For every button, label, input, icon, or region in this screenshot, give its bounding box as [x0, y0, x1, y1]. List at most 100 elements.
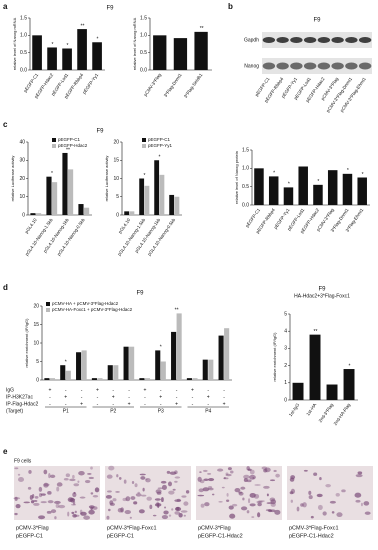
targets-label: (Target) — [6, 408, 24, 414]
cell — [156, 491, 162, 495]
condition-mark: - — [176, 394, 178, 400]
y-tick-label: 1.5 — [140, 15, 147, 21]
cell — [249, 503, 256, 507]
blot-band — [290, 62, 303, 70]
bar — [49, 378, 56, 380]
condition-mark: + — [207, 394, 210, 400]
condition-mark: + — [143, 387, 146, 393]
y-tick-label: 4 — [284, 329, 287, 335]
cell — [167, 481, 172, 487]
cell — [207, 478, 215, 482]
legend-swatch — [46, 308, 50, 312]
cell — [302, 502, 307, 508]
condition-mark: - — [192, 401, 194, 407]
legend-label: pCMV-HA-Foxc1 + pCMV-3*Flag-Hdac2 — [52, 307, 133, 312]
cell — [355, 474, 363, 478]
cell — [357, 471, 363, 475]
cell — [207, 472, 212, 475]
bar — [91, 378, 97, 380]
photo-caption: pCMV-3*Flag — [198, 525, 231, 531]
cell — [46, 510, 52, 514]
y-tick-label: 0 — [284, 397, 287, 403]
blot-band — [358, 37, 372, 43]
legend-swatch — [52, 138, 56, 142]
legend-swatch — [142, 144, 146, 148]
y-axis-label: relative level of Nanog mRNA — [132, 17, 137, 70]
cell — [223, 477, 229, 480]
significance: * — [349, 363, 351, 369]
bar — [78, 204, 84, 215]
condition-mark: - — [223, 387, 225, 393]
bar — [224, 328, 230, 380]
blot-band — [345, 62, 358, 70]
cell — [172, 488, 176, 491]
condition-mark: + — [64, 394, 67, 400]
blot-band — [303, 37, 317, 43]
y-axis-label: relative level of Nanog mRNA — [12, 17, 17, 70]
cell — [43, 482, 49, 488]
blot-strip — [262, 58, 372, 74]
y-tick-label: 0.5 — [242, 184, 249, 190]
bar — [124, 211, 130, 215]
cell — [363, 501, 370, 506]
target-label: P4 — [205, 408, 211, 414]
bar — [65, 370, 71, 380]
cell — [30, 500, 35, 504]
cell — [258, 500, 265, 502]
cell — [123, 479, 127, 484]
cell — [317, 504, 323, 510]
cell — [140, 476, 146, 480]
cell — [142, 487, 145, 492]
y-tick-label: 1.5 — [20, 15, 27, 21]
panel-label: b — [228, 2, 233, 11]
condition-mark: + — [128, 401, 131, 407]
chart-title: F9 — [96, 129, 104, 135]
condition-mark: - — [81, 394, 83, 400]
bar — [60, 365, 66, 380]
significance: * — [51, 171, 53, 177]
legend-label: pCMV-HA + pCMV-3*Flag-Hdac2 — [52, 301, 119, 306]
cell — [207, 485, 213, 489]
bar — [254, 168, 264, 205]
cell — [88, 509, 95, 515]
cell — [183, 501, 189, 506]
target-label: P3 — [158, 408, 164, 414]
cell — [249, 474, 256, 480]
significance: * — [273, 171, 275, 177]
cell — [108, 465, 115, 471]
cell — [122, 497, 128, 502]
blot-band — [262, 37, 276, 43]
cell — [109, 502, 115, 506]
cell — [310, 515, 314, 519]
cell — [80, 511, 87, 516]
cell — [204, 502, 210, 507]
bar — [139, 378, 145, 380]
condition-mark: - — [81, 387, 83, 393]
blot-band — [345, 37, 358, 43]
cell — [303, 469, 308, 472]
condition-mark: - — [97, 394, 99, 400]
cell — [174, 499, 182, 502]
y-tick-label: 1.0 — [20, 33, 27, 39]
bar — [77, 29, 87, 70]
cell — [254, 484, 261, 486]
y-tick-label: 1.0 — [140, 33, 147, 39]
cell — [71, 511, 75, 515]
cell — [240, 486, 246, 490]
cell — [29, 495, 33, 500]
blot-band — [303, 62, 317, 70]
cell — [202, 487, 210, 492]
cell — [67, 497, 74, 503]
bar — [97, 378, 103, 380]
cell — [71, 503, 77, 506]
cell — [200, 503, 205, 508]
cell — [203, 469, 208, 472]
cell — [174, 480, 178, 483]
cell — [72, 513, 77, 518]
bar — [171, 331, 177, 380]
cell — [161, 497, 164, 503]
y-tick-label: 0 — [36, 377, 39, 383]
cell — [149, 504, 153, 510]
bar — [46, 176, 52, 215]
y-tick-label: 10 — [19, 194, 25, 200]
